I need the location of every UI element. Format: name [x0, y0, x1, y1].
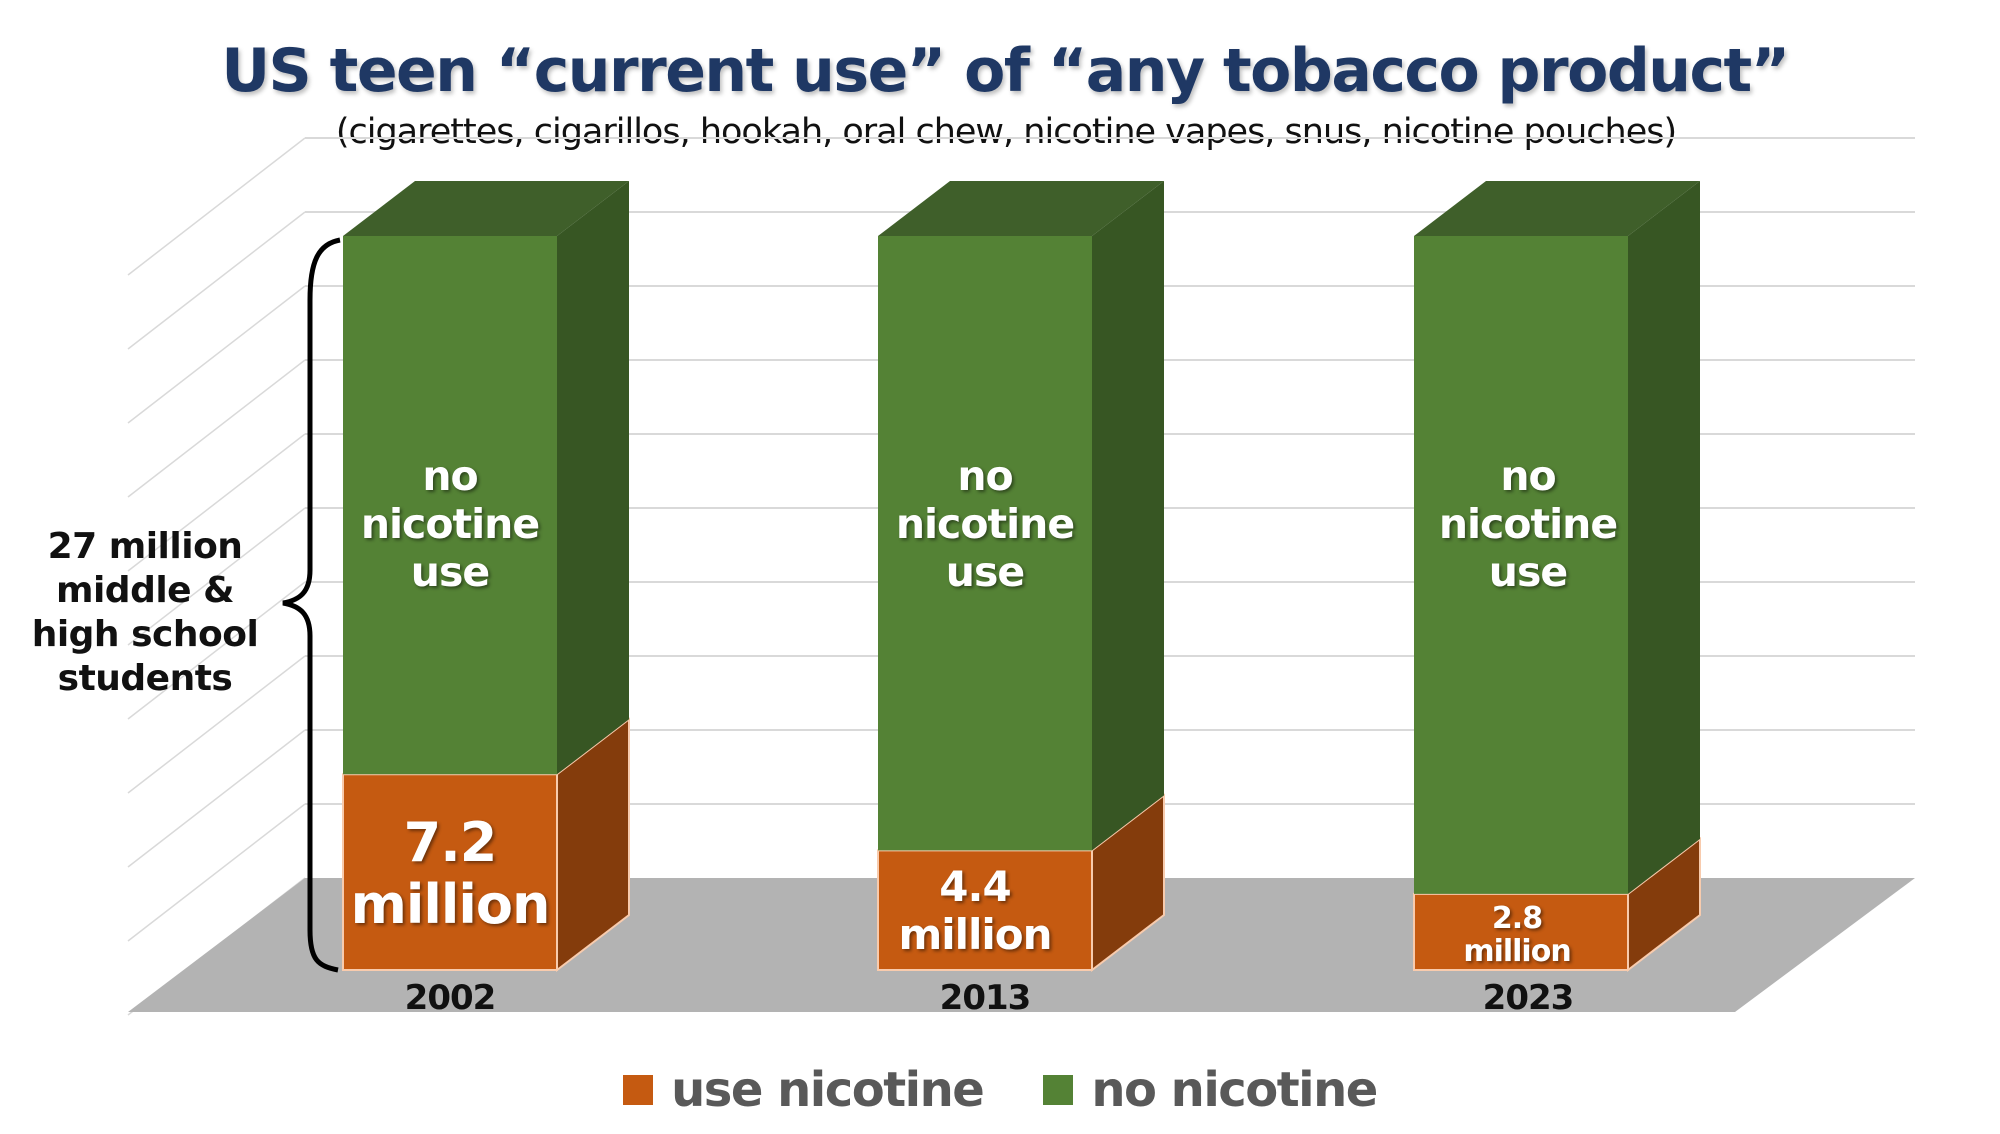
legend-item-use-nicotine[interactable]: use nicotine	[623, 1062, 985, 1118]
value-label: 7.2	[403, 811, 498, 874]
bar-top-face	[878, 181, 1164, 236]
side-wall-gridline	[127, 433, 306, 572]
unit-label: million	[1463, 934, 1571, 969]
label-line: nicotine	[360, 500, 540, 548]
bar-no-nicotine-side	[1628, 181, 1700, 894]
legend-swatch-orange	[623, 1075, 654, 1105]
use-nicotine-label-2023: 2.8 million	[1410, 902, 1624, 968]
chart-legend: use nicotine no nicotine	[0, 1062, 2000, 1118]
use-nicotine-label-2013: 4.4 million	[868, 863, 1082, 959]
label-line: no	[422, 452, 478, 500]
bar-no-nicotine-front	[343, 236, 557, 775]
side-label-line: students	[57, 658, 233, 699]
label-line: no	[957, 452, 1013, 500]
side-wall-gridline	[127, 211, 306, 350]
value-label: 4.4	[939, 862, 1011, 911]
chart-title: US teen “current use” of “any tobacco pr…	[221, 36, 1790, 106]
legend-swatch-green	[1043, 1075, 1074, 1105]
bar-no-nicotine-front	[878, 236, 1092, 851]
side-wall-gridline	[127, 581, 306, 720]
use-nicotine-label-2002: 7.2 million	[343, 812, 557, 936]
legend-item-no-nicotine[interactable]: no nicotine	[1043, 1062, 1378, 1118]
label-line: use	[1488, 548, 1568, 596]
total-students-label: 27 million middle & high school students	[20, 525, 270, 701]
no-nicotine-label-2002: no nicotine use	[343, 452, 557, 596]
chart-subtitle: (cigarettes, cigarillos, hookah, oral ch…	[335, 112, 1677, 152]
side-wall-gridline	[127, 285, 306, 424]
side-wall-gridline	[127, 655, 306, 794]
label-line: no	[1500, 452, 1556, 500]
label-line: nicotine	[895, 500, 1075, 548]
side-wall-gridline	[127, 729, 306, 868]
legend-label: use nicotine	[671, 1062, 985, 1118]
no-nicotine-label-2013: no nicotine use	[878, 452, 1092, 596]
side-wall-gridline	[127, 137, 306, 276]
side-wall-gridline	[127, 359, 306, 498]
curly-brace-icon	[282, 237, 341, 973]
side-label-line: middle &	[55, 570, 235, 611]
no-nicotine-label-2023: no nicotine use	[1421, 452, 1635, 596]
label-line: use	[410, 548, 490, 596]
legend-label: no nicotine	[1091, 1062, 1378, 1118]
side-label-line: 27 million	[47, 526, 243, 567]
bar-top-face	[1414, 181, 1700, 236]
x-tick-2023: 2023	[1482, 978, 1575, 1018]
side-wall-gridline	[127, 507, 306, 646]
x-tick-2013: 2013	[939, 978, 1032, 1018]
label-line: use	[945, 548, 1025, 596]
bar-top-face	[343, 181, 629, 236]
side-label-line: high school	[31, 614, 259, 655]
side-wall-gridline	[127, 803, 306, 942]
x-tick-2002: 2002	[404, 978, 497, 1018]
unit-label: million	[350, 873, 551, 936]
bar-no-nicotine-side	[557, 181, 629, 775]
bar-no-nicotine-side	[1092, 181, 1164, 851]
label-line: nicotine	[1438, 500, 1618, 548]
bar-no-nicotine-front	[1414, 236, 1628, 894]
value-label: 2.8	[1491, 901, 1543, 936]
unit-label: million	[898, 910, 1052, 959]
